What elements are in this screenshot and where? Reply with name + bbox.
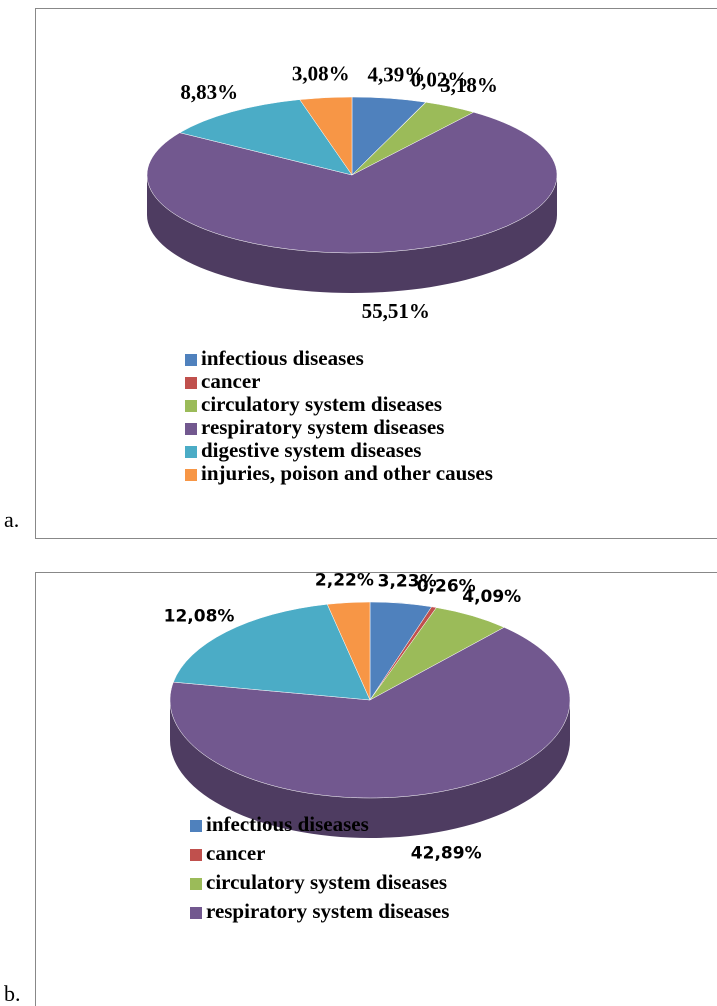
value-label: 2,22%: [315, 571, 374, 591]
slice-side: [147, 175, 557, 293]
legend-swatch: [185, 400, 197, 412]
value-label: 4,39%: [368, 62, 426, 86]
value-label: 3,08%: [292, 62, 350, 86]
slice: [179, 99, 353, 176]
value-label: 3,18%: [440, 73, 498, 97]
chart-frame: [35, 8, 717, 539]
chart-frame: [35, 572, 717, 1006]
value-label: 3,23%: [378, 571, 437, 591]
value-label: 0,02%: [411, 68, 469, 92]
legend-swatch: [190, 878, 202, 890]
slice: [146, 111, 558, 254]
legend-label: respiratory system diseases: [206, 899, 449, 923]
legend-swatch: [185, 354, 197, 366]
legend-swatch: [190, 907, 202, 919]
value-label: 0,26%: [417, 576, 476, 596]
legend-label: cancer: [201, 369, 260, 393]
value-label: 55,51%: [362, 299, 430, 323]
legend-label: infectious diseases: [201, 346, 364, 370]
value-label: 4,09%: [462, 587, 521, 607]
legend-label: digestive system diseases: [201, 438, 421, 462]
legend-swatch: [190, 849, 202, 861]
slice: [299, 96, 353, 176]
slice: [326, 601, 371, 701]
value-label: 8,83%: [180, 80, 238, 104]
legend-label: infectious diseases: [206, 812, 369, 836]
legend-label: circulatory system diseases: [201, 392, 442, 416]
value-label: 42,89%: [411, 844, 482, 864]
legend-label: cancer: [206, 841, 265, 865]
slice: [169, 627, 571, 799]
caption: b.: [4, 981, 21, 1006]
value-label: 12,08%: [164, 607, 235, 627]
legend-swatch: [185, 469, 197, 481]
legend-label: respiratory system diseases: [201, 415, 444, 439]
caption: a.: [4, 507, 19, 532]
legend-label: injuries, poison and other causes: [201, 461, 493, 485]
legend-swatch: [185, 377, 197, 389]
legend-swatch: [185, 423, 197, 435]
legend-swatch: [190, 820, 202, 832]
legend-swatch: [185, 446, 197, 458]
legend-label: circulatory system diseases: [206, 870, 447, 894]
slice-side: [170, 700, 570, 838]
slice: [173, 603, 371, 701]
